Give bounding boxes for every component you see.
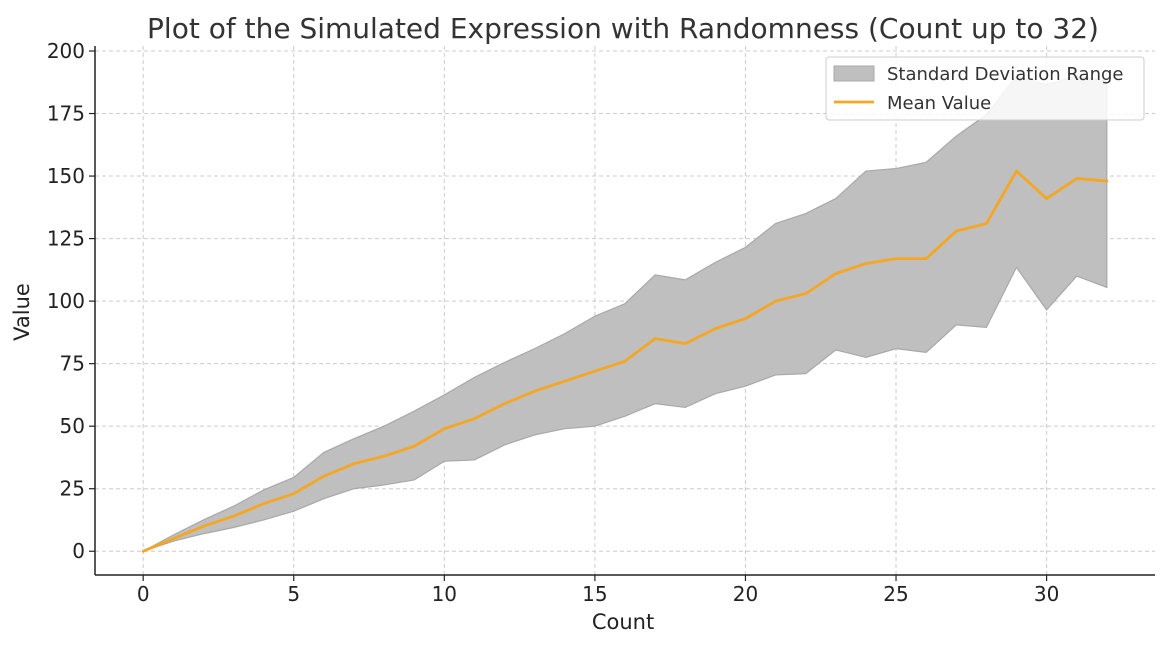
mean-point	[924, 257, 928, 261]
x-axis-title: Count	[592, 610, 654, 634]
mean-point	[623, 359, 627, 363]
mean-point	[533, 389, 537, 393]
x-tick-label: 20	[733, 582, 758, 606]
mean-point	[202, 524, 205, 528]
mean-point	[834, 272, 838, 276]
y-tick-label: 75	[60, 352, 85, 376]
mean-point	[352, 462, 356, 466]
y-tick-label: 100	[47, 289, 85, 313]
legend-swatch-std-band	[833, 65, 875, 82]
mean-point	[141, 549, 145, 553]
y-tick-label: 125	[47, 227, 85, 251]
y-axis-title: Value	[10, 283, 34, 341]
mean-point	[171, 537, 175, 541]
mean-point	[864, 262, 868, 266]
mean-value-points	[141, 169, 1109, 553]
mean-point	[683, 342, 687, 346]
mean-point	[593, 369, 597, 373]
y-tick-label: 25	[60, 477, 85, 501]
mean-point	[894, 257, 898, 261]
x-tick-label: 10	[432, 582, 457, 606]
legend: Standard Deviation Range Mean Value	[825, 56, 1145, 121]
x-axis-ticks: 0 5 10 15 20 25 30	[137, 575, 1059, 606]
mean-point	[1075, 177, 1079, 180]
x-tick-label: 15	[582, 582, 607, 606]
axes	[94, 46, 1155, 576]
mean-point	[382, 454, 386, 458]
mean-point	[412, 444, 416, 448]
y-tick-label: 200	[47, 39, 85, 63]
mean-point	[232, 514, 235, 518]
y-tick-label: 175	[47, 102, 85, 126]
mean-point	[774, 299, 777, 303]
x-tick-label: 5	[287, 582, 300, 606]
mean-point	[503, 402, 506, 406]
mean-point	[653, 337, 657, 341]
mean-point	[262, 502, 266, 506]
mean-point	[563, 379, 567, 383]
mean-point	[804, 292, 808, 296]
mean-point	[473, 417, 476, 421]
y-tick-label: 150	[47, 164, 85, 188]
legend-label-mean-value: Mean Value	[887, 93, 991, 114]
chart-title: Plot of the Simulated Expression with Ra…	[147, 12, 1099, 45]
x-tick-label: 30	[1034, 582, 1059, 606]
mean-point	[713, 327, 717, 331]
mean-point	[1015, 169, 1018, 173]
mean-point	[744, 317, 747, 321]
mean-point	[1045, 197, 1048, 200]
x-tick-label: 25	[883, 582, 908, 606]
mean-point	[322, 474, 326, 478]
mean-point	[442, 427, 446, 431]
mean-point	[1105, 179, 1109, 183]
mean-point	[984, 222, 988, 225]
legend-label-std-band: Standard Deviation Range	[887, 64, 1123, 85]
x-tick-label: 0	[137, 582, 150, 606]
legend-box	[825, 56, 1145, 121]
y-tick-label: 50	[60, 414, 85, 438]
mean-point	[954, 229, 958, 233]
y-axis-ticks: 0 25 50 75 100 125 150 175 200	[47, 39, 95, 563]
std-deviation-band	[142, 75, 1108, 552]
y-tick-label: 0	[72, 539, 85, 563]
mean-point	[292, 492, 296, 496]
